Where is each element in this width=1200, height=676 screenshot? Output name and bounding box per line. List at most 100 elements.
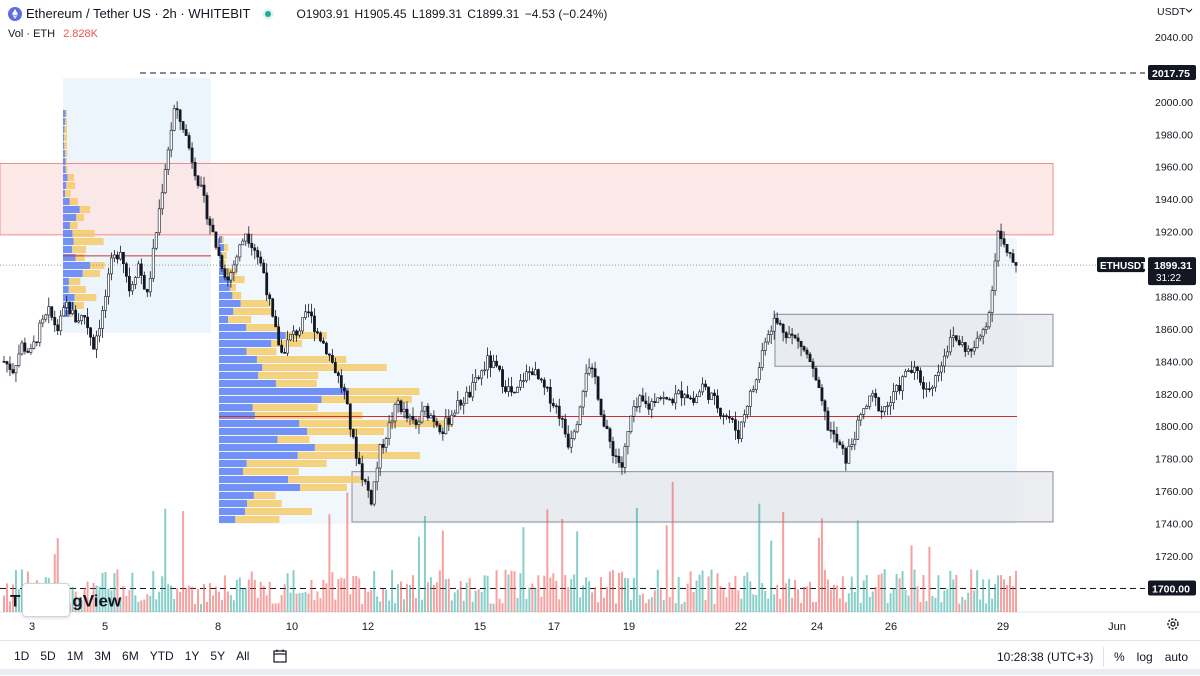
candle-body (53, 317, 57, 326)
time-tick-12: 12 (362, 621, 374, 633)
candle-body (307, 311, 310, 314)
candle-body (327, 353, 331, 356)
calendar-icon[interactable] (272, 648, 288, 664)
gear-icon[interactable] (1166, 617, 1180, 631)
candle-body (47, 306, 51, 316)
candle-body (495, 360, 498, 367)
vp-down-bar (65, 190, 71, 197)
vp-down-bar (231, 276, 245, 283)
vp-up-bar (219, 372, 259, 379)
volume-bar (238, 577, 241, 612)
candle-body (136, 263, 140, 278)
volume-bar (635, 507, 638, 612)
candle-body (283, 352, 287, 354)
volume-bar (614, 603, 617, 612)
range-1y[interactable]: 1Y (184, 649, 200, 663)
candle-body (519, 380, 522, 388)
volume-bar (910, 545, 913, 612)
candle-body (83, 315, 87, 318)
candle-body (904, 370, 907, 377)
candle-body (14, 365, 18, 374)
volume-bar (89, 601, 92, 612)
volume-bar (686, 583, 689, 612)
volume-bar (182, 511, 185, 612)
clock-time[interactable]: 10:28:38 (UTC+3) (997, 650, 1094, 664)
range-5d[interactable]: 5D (40, 649, 56, 663)
volume-bar (95, 585, 98, 612)
watermark-right: gView (72, 591, 122, 611)
time-tick-24: 24 (811, 621, 823, 633)
candle-body (775, 317, 779, 324)
range-5y[interactable]: 5Y (210, 649, 226, 663)
tag-high-line-bg (1148, 65, 1196, 81)
volume-bar (925, 601, 928, 612)
candle-body (856, 419, 860, 440)
volume-bar (119, 596, 122, 612)
candle-body (638, 395, 642, 407)
candle-body (50, 306, 54, 318)
range-1d[interactable]: 1D (14, 649, 30, 663)
volume-bar (441, 530, 444, 612)
drawing-toolbar-toggle[interactable] (22, 583, 71, 617)
volume-bar (794, 579, 797, 612)
vp-up-bar (219, 476, 289, 483)
low-value: L1899.31 (411, 6, 462, 21)
scale-option-percent[interactable]: % (1114, 650, 1125, 664)
volume-bar (779, 598, 782, 612)
volume-bar (432, 584, 435, 612)
scale-option-log[interactable]: log (1136, 650, 1153, 664)
vp-down-bar (299, 420, 453, 427)
candle-body (423, 405, 427, 412)
candle-body (530, 371, 534, 376)
candle-body (826, 410, 830, 431)
candle-body (683, 394, 687, 399)
volume-bar (662, 600, 665, 612)
volume-bar (886, 602, 889, 612)
range-3m[interactable]: 3M (94, 649, 112, 663)
range-all[interactable]: All (236, 649, 250, 663)
vp-up-bar (219, 356, 257, 363)
volume-bar (952, 579, 955, 612)
vp-down-bar (65, 158, 67, 165)
candle-body (2, 361, 6, 363)
volume-bar (680, 603, 683, 612)
symbol-title[interactable]: Ethereum / Tether US · 2h · WHITEBIT (26, 6, 251, 21)
range-1m[interactable]: 1M (66, 649, 84, 663)
vp-down-bar (67, 174, 75, 181)
price-chart[interactable]: 1720.00 1740.00 1760.00 1780.00 1800.00 1820.… (0, 0, 1200, 640)
candle-body (92, 336, 95, 350)
volume-bar (761, 583, 764, 612)
range-ytd[interactable]: YTD (149, 649, 174, 663)
vp-down-bar (232, 292, 242, 299)
volume-bar (107, 588, 110, 612)
vp-down-bar (68, 278, 81, 285)
candle-body (438, 424, 442, 433)
candle-body (357, 457, 361, 464)
vp-down-bar (348, 388, 420, 395)
candle-body (504, 386, 507, 392)
scale-option-auto[interactable]: auto (1164, 650, 1189, 664)
candle-body (925, 388, 928, 390)
volume-bar (791, 597, 794, 612)
volume-bar (973, 590, 976, 612)
range-6m[interactable]: 6M (122, 649, 139, 663)
candle-body (1005, 243, 1009, 253)
candle-body (862, 408, 866, 415)
volume-bar (534, 587, 537, 612)
candle-body (396, 400, 400, 405)
volume-bar (146, 594, 149, 612)
vp-up-bar (219, 508, 246, 515)
candle-body (1008, 252, 1012, 254)
candle-body (498, 365, 501, 370)
tag-countdown: 31:22 (1156, 273, 1181, 284)
candle-body (101, 310, 104, 329)
toolbar-divider (1103, 647, 1104, 667)
volume-bar (373, 570, 376, 612)
volume-bar (817, 537, 820, 612)
candle-body (229, 272, 233, 281)
candle-body (348, 403, 352, 430)
volume-bar (11, 584, 14, 612)
candle-body (130, 284, 134, 292)
volume-bar (444, 579, 447, 612)
candle-body (119, 252, 122, 260)
